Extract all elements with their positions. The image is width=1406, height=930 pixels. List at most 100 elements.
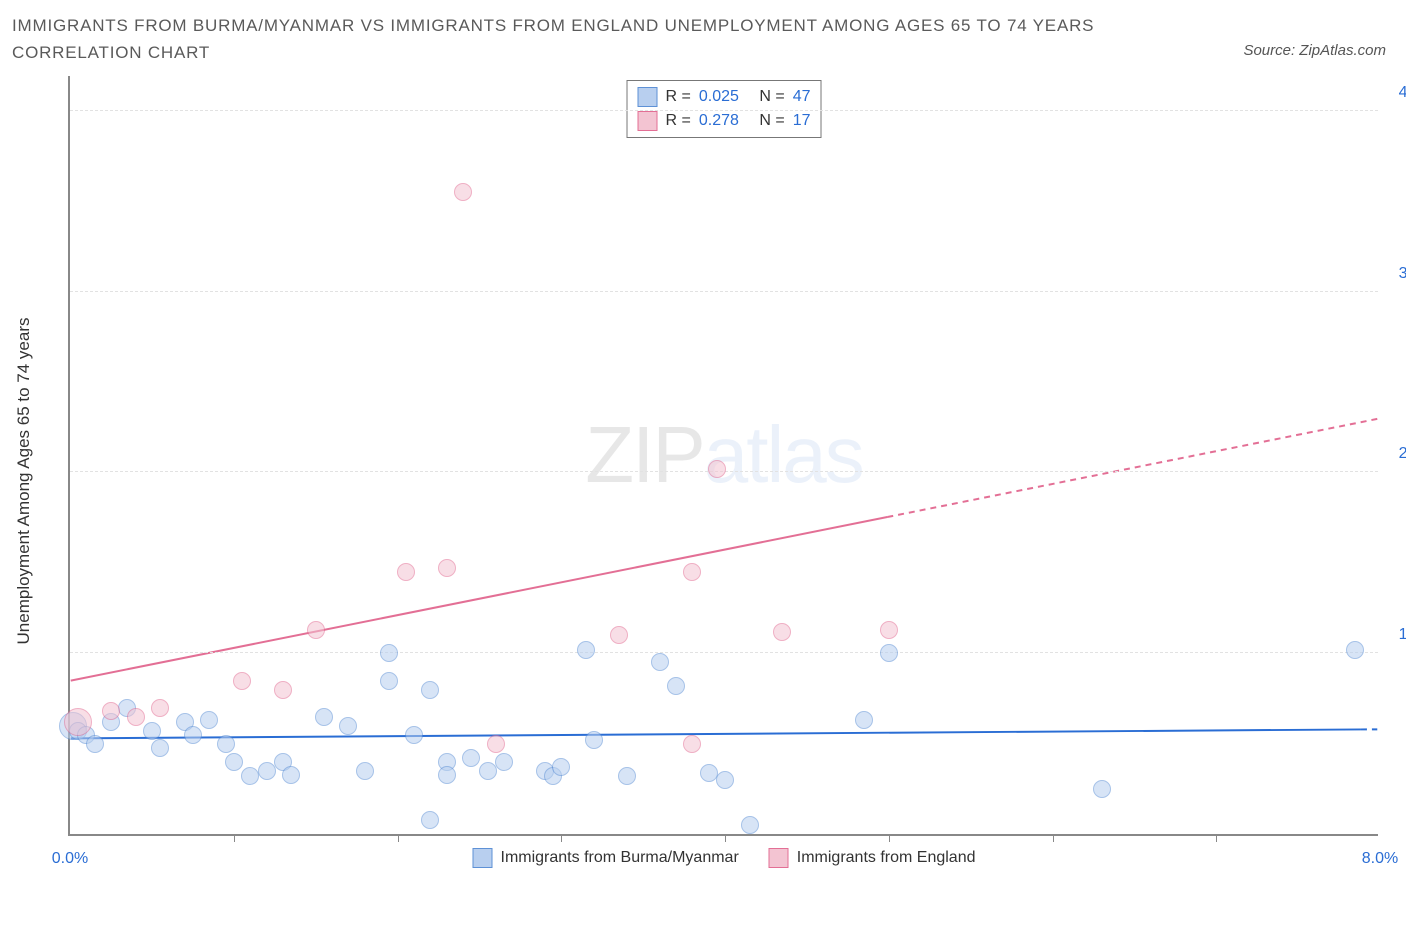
y-tick-label: 40.0%: [1399, 84, 1406, 102]
x-tick: [398, 834, 399, 842]
bottom-legend: Immigrants from Burma/Myanmar Immigrants…: [473, 848, 976, 868]
y-tick-label: 10.0%: [1399, 626, 1406, 644]
n-value-burma: 47: [793, 88, 811, 106]
trend-line-england: [71, 517, 888, 681]
r-label: R =: [666, 88, 691, 106]
data-point-england: [274, 681, 292, 699]
trend-lines: [70, 76, 1378, 834]
x-tick-label: 8.0%: [1362, 850, 1398, 868]
data-point-burma: [855, 711, 873, 729]
x-tick: [889, 834, 890, 842]
x-tick: [1216, 834, 1217, 842]
trend-line-dashed-england: [887, 419, 1377, 517]
chart-title-block: Immigrants from Burma/Myanmar vs Immigra…: [12, 12, 1394, 66]
data-point-england: [683, 563, 701, 581]
trend-line-burma: [71, 730, 1361, 739]
data-point-burma: [479, 762, 497, 780]
data-point-england: [307, 621, 325, 639]
data-point-england: [102, 702, 120, 720]
data-point-burma: [151, 739, 169, 757]
data-point-burma: [315, 708, 333, 726]
y-tick-label: 30.0%: [1399, 265, 1406, 283]
swatch-england: [638, 111, 658, 131]
data-point-burma: [184, 726, 202, 744]
legend-label-burma: Immigrants from Burma/Myanmar: [501, 849, 739, 867]
data-point-burma: [700, 764, 718, 782]
data-point-burma: [741, 816, 759, 834]
data-point-burma: [380, 672, 398, 690]
data-point-burma: [1093, 780, 1111, 798]
gridline: [70, 652, 1378, 653]
data-point-burma: [667, 677, 685, 695]
y-tick-label: 20.0%: [1399, 445, 1406, 463]
data-point-burma: [438, 766, 456, 784]
data-point-burma: [241, 767, 259, 785]
data-point-burma: [143, 722, 161, 740]
y-axis-label: Unemployment Among Ages 65 to 74 years: [14, 318, 34, 645]
data-point-england: [683, 735, 701, 753]
legend-swatch-england: [769, 848, 789, 868]
n-label: N =: [759, 112, 784, 130]
watermark: ZIPatlas: [585, 409, 862, 501]
chart-title-line1: Immigrants from Burma/Myanmar vs Immigra…: [12, 12, 1394, 39]
x-tick: [1053, 834, 1054, 842]
data-point-england: [151, 699, 169, 717]
data-point-england: [64, 708, 92, 736]
data-point-burma: [552, 758, 570, 776]
data-point-burma: [380, 644, 398, 662]
data-point-burma: [421, 681, 439, 699]
data-point-england: [610, 626, 628, 644]
data-point-burma: [405, 726, 423, 744]
data-point-burma: [86, 735, 104, 753]
gridline: [70, 291, 1378, 292]
data-point-burma: [462, 749, 480, 767]
data-point-burma: [618, 767, 636, 785]
legend-item-england: Immigrants from England: [769, 848, 976, 868]
legend-label-england: Immigrants from England: [797, 849, 976, 867]
data-point-england: [397, 563, 415, 581]
data-point-england: [708, 460, 726, 478]
data-point-burma: [258, 762, 276, 780]
data-point-burma: [200, 711, 218, 729]
stat-row-burma: R = 0.025 N = 47: [638, 85, 811, 109]
data-point-england: [438, 559, 456, 577]
data-point-burma: [217, 735, 235, 753]
gridline: [70, 110, 1378, 111]
data-point-england: [127, 708, 145, 726]
data-point-england: [487, 735, 505, 753]
data-point-burma: [716, 771, 734, 789]
source-attribution: Source: ZipAtlas.com: [1243, 42, 1386, 59]
data-point-burma: [585, 731, 603, 749]
watermark-thin: atlas: [704, 410, 863, 499]
data-point-england: [233, 672, 251, 690]
data-point-burma: [339, 717, 357, 735]
data-point-england: [773, 623, 791, 641]
chart-container: Unemployment Among Ages 65 to 74 years Z…: [54, 76, 1394, 866]
x-tick-label: 0.0%: [52, 850, 88, 868]
x-tick: [561, 834, 562, 842]
legend-swatch-burma: [473, 848, 493, 868]
swatch-burma: [638, 87, 658, 107]
n-value-england: 17: [793, 112, 811, 130]
chart-title-line2: Correlation Chart: [12, 39, 1394, 66]
data-point-burma: [880, 644, 898, 662]
data-point-england: [880, 621, 898, 639]
data-point-burma: [356, 762, 374, 780]
data-point-burma: [577, 641, 595, 659]
data-point-burma: [1346, 641, 1364, 659]
r-value-england: 0.278: [699, 112, 739, 130]
data-point-burma: [495, 753, 513, 771]
r-value-burma: 0.025: [699, 88, 739, 106]
data-point-burma: [225, 753, 243, 771]
x-tick: [725, 834, 726, 842]
stat-row-england: R = 0.278 N = 17: [638, 109, 811, 133]
r-label: R =: [666, 112, 691, 130]
n-label: N =: [759, 88, 784, 106]
x-tick: [234, 834, 235, 842]
legend-item-burma: Immigrants from Burma/Myanmar: [473, 848, 739, 868]
watermark-bold: ZIP: [585, 410, 703, 499]
data-point-burma: [421, 811, 439, 829]
data-point-burma: [651, 653, 669, 671]
scatter-plot: ZIPatlas R = 0.025 N = 47 R = 0.278 N = …: [68, 76, 1378, 836]
data-point-burma: [282, 766, 300, 784]
